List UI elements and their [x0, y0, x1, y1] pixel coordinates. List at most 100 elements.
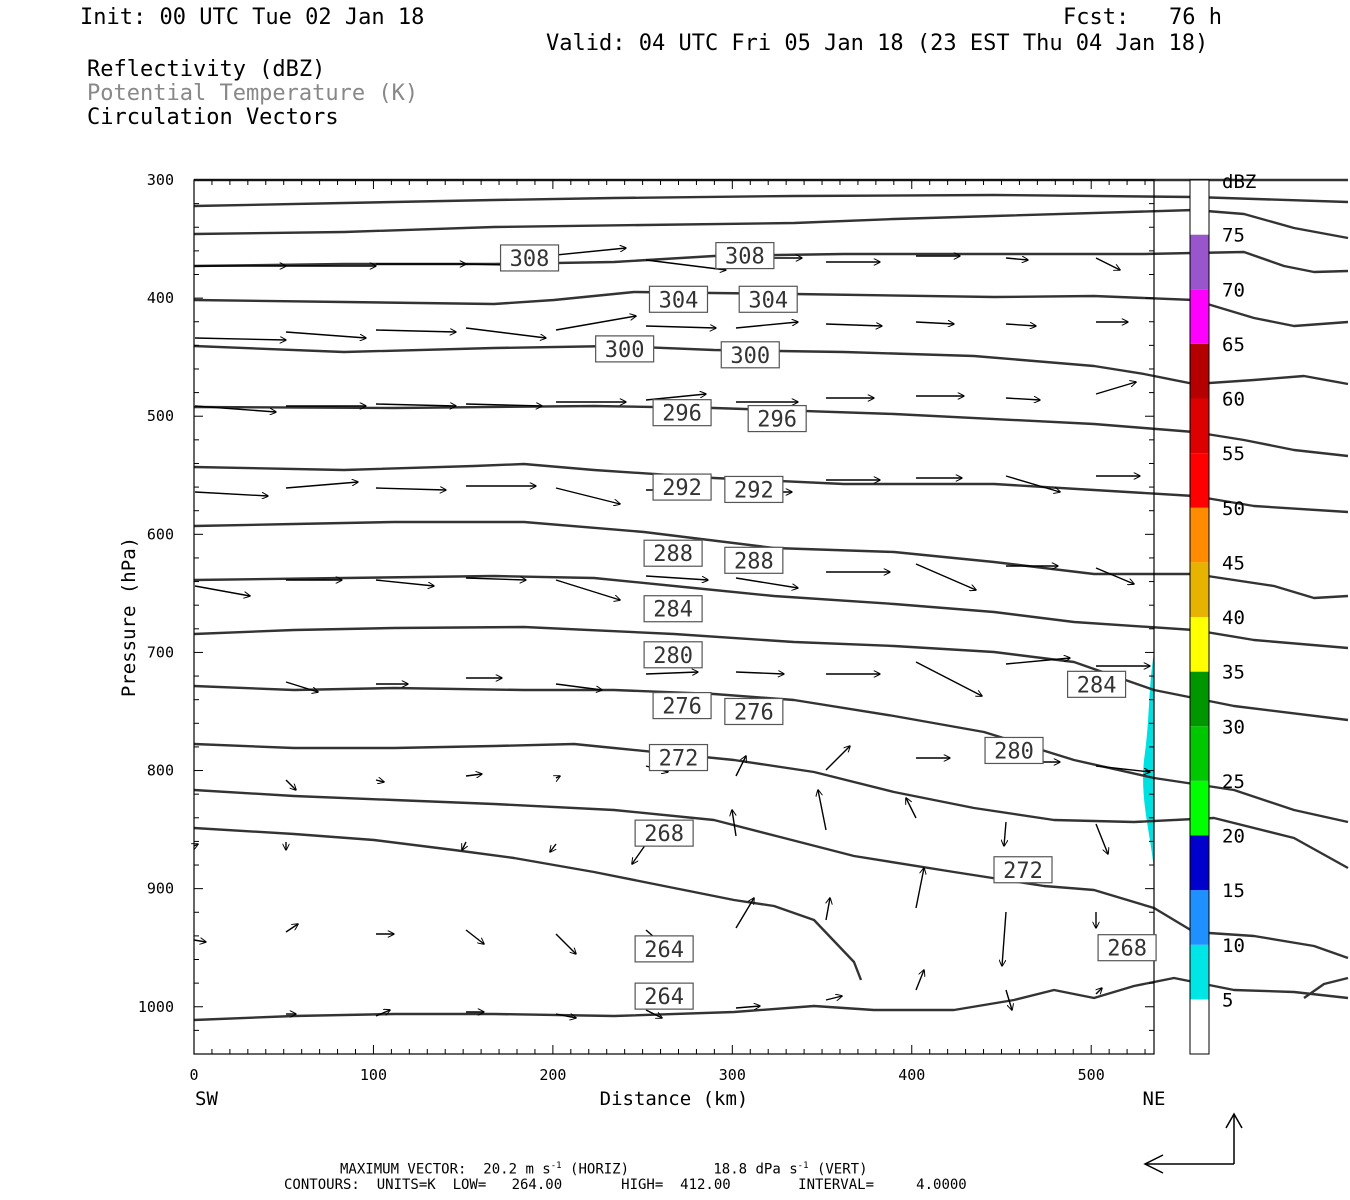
circulation-vector	[735, 672, 784, 674]
colorbar-title: dBZ	[1222, 171, 1256, 193]
theta-contour-line	[193, 625, 1349, 722]
theta-contour-line	[1303, 976, 1349, 999]
contour-label: 268	[1097, 934, 1157, 962]
circulation-vector	[555, 579, 620, 600]
contour-label-box	[724, 475, 784, 504]
colorbar-label: 35	[1222, 662, 1245, 684]
valid-time: Valid: 04 UTC Fri 05 Jan 18 (23 EST Thu …	[546, 31, 1209, 56]
circulation-vector	[465, 327, 546, 338]
legend-circulation-vectors: Circulation Vectors	[87, 105, 339, 130]
circulation-vector	[555, 683, 602, 690]
sw-label: SW	[195, 1088, 218, 1110]
colorbar-frame	[1189, 179, 1210, 1055]
y-tick-label: 700	[147, 643, 174, 661]
circulation-vector	[1095, 567, 1134, 584]
contour-label-box	[595, 335, 655, 363]
y-tick-label: 500	[147, 407, 174, 425]
contour-label: 280	[984, 736, 1044, 764]
circulation-vector	[375, 1010, 390, 1017]
contour-label-box	[993, 856, 1053, 884]
contour-label-box	[634, 935, 694, 963]
colorbar-label: 70	[1222, 279, 1245, 301]
circulation-vector	[555, 487, 620, 504]
circulation-vector	[193, 940, 206, 942]
circulation-vector	[825, 898, 830, 921]
contour-label: 300	[720, 341, 780, 369]
contour-label-box	[499, 244, 560, 272]
colorbar-segment	[1190, 398, 1209, 454]
theta-contour-line	[193, 520, 1349, 600]
colorbar-segment	[1190, 671, 1209, 727]
circulation-vector	[645, 1009, 662, 1018]
circulation-vector	[915, 970, 924, 991]
x-tick-label: 400	[898, 1066, 925, 1084]
contour-label-text: 300	[730, 344, 770, 369]
contour-label: 288	[643, 539, 703, 567]
contour-label: 272	[648, 743, 709, 772]
colorbar-label: 15	[1222, 880, 1245, 902]
contour-label-box	[634, 982, 694, 1010]
circulation-vector	[1005, 475, 1060, 492]
contour-label: 268	[634, 819, 694, 847]
contour-label-text: 284	[653, 598, 693, 623]
contour-label-box	[643, 641, 703, 669]
contour-label-text: 288	[734, 549, 774, 574]
circulation-vector	[732, 810, 737, 837]
max-vector-footer: MAXIMUM VECTOR: 20.2 m s-1 (HORIZ) 18.8 …	[340, 1161, 868, 1178]
contour-label-text: 292	[734, 478, 774, 503]
colorbar-segment	[1190, 289, 1209, 344]
x-tick-label: 500	[1078, 1066, 1105, 1084]
circulation-vector	[285, 681, 318, 692]
colorbar-segment	[1190, 234, 1209, 290]
circulation-vector	[915, 563, 976, 590]
circulation-vector	[555, 316, 636, 331]
x-tick-label: 0	[189, 1066, 198, 1084]
contour-label-text: 296	[757, 408, 797, 433]
colorbar-label: 50	[1222, 498, 1245, 520]
circulation-vector	[285, 331, 366, 338]
contour-label-text: 280	[994, 739, 1034, 764]
circulation-vector	[375, 579, 434, 586]
circulation-vector	[818, 790, 827, 831]
circulation-vector	[825, 746, 850, 771]
x-tick-label: 200	[539, 1066, 566, 1084]
contour-label: 264	[634, 935, 694, 963]
contour-label-text: 284	[1077, 673, 1117, 698]
circulation-vector	[285, 924, 298, 933]
theta-contour-line	[193, 788, 1349, 960]
colorbar-label: 75	[1222, 225, 1245, 247]
colorbar-segment	[1190, 726, 1209, 781]
colorbar-label: 25	[1222, 771, 1245, 793]
circulation-vector	[375, 488, 446, 490]
circulation-vector	[375, 330, 456, 332]
circulation-vector	[375, 780, 384, 782]
contour-label: 304	[648, 285, 709, 313]
contour-label: 280	[643, 641, 703, 669]
colorbar-label: 10	[1222, 935, 1245, 957]
y-tick-label: 900	[147, 880, 174, 898]
circulation-vector	[1095, 382, 1136, 395]
theta-contour-line	[193, 976, 1349, 1022]
contour-label-text: 264	[644, 985, 684, 1010]
legend-reflectivity: Reflectivity (dBZ)	[87, 57, 326, 82]
circulation-vector	[735, 898, 754, 929]
theta-contour-line	[193, 344, 1349, 386]
plot-frame	[193, 179, 1155, 1055]
contour-label-box	[720, 341, 780, 369]
contour-label-box	[652, 473, 712, 501]
contour-label-text: 288	[653, 542, 693, 567]
x-tick-label: 100	[360, 1066, 387, 1084]
circulation-vector	[1005, 258, 1028, 260]
colorbar-segment	[1190, 343, 1209, 399]
contours-footer: CONTOURS: UNITS=K LOW= 264.00 HIGH= 412.…	[284, 1177, 967, 1193]
contour-labels: 308 308 304 304 300 300 296 296 292 292 288 288 284 2…	[499, 241, 1157, 1010]
circulation-vector	[465, 774, 482, 776]
circulation-vector	[1005, 398, 1040, 400]
colorbar-label: 30	[1222, 716, 1245, 738]
contour-label-text: 264	[644, 938, 684, 963]
colorbar-segment	[1190, 835, 1209, 891]
circulation-vector	[555, 933, 576, 954]
y-tick-label: 600	[147, 525, 174, 543]
contour-label-text: 304	[748, 288, 788, 313]
colorbar-segment	[1190, 453, 1209, 508]
